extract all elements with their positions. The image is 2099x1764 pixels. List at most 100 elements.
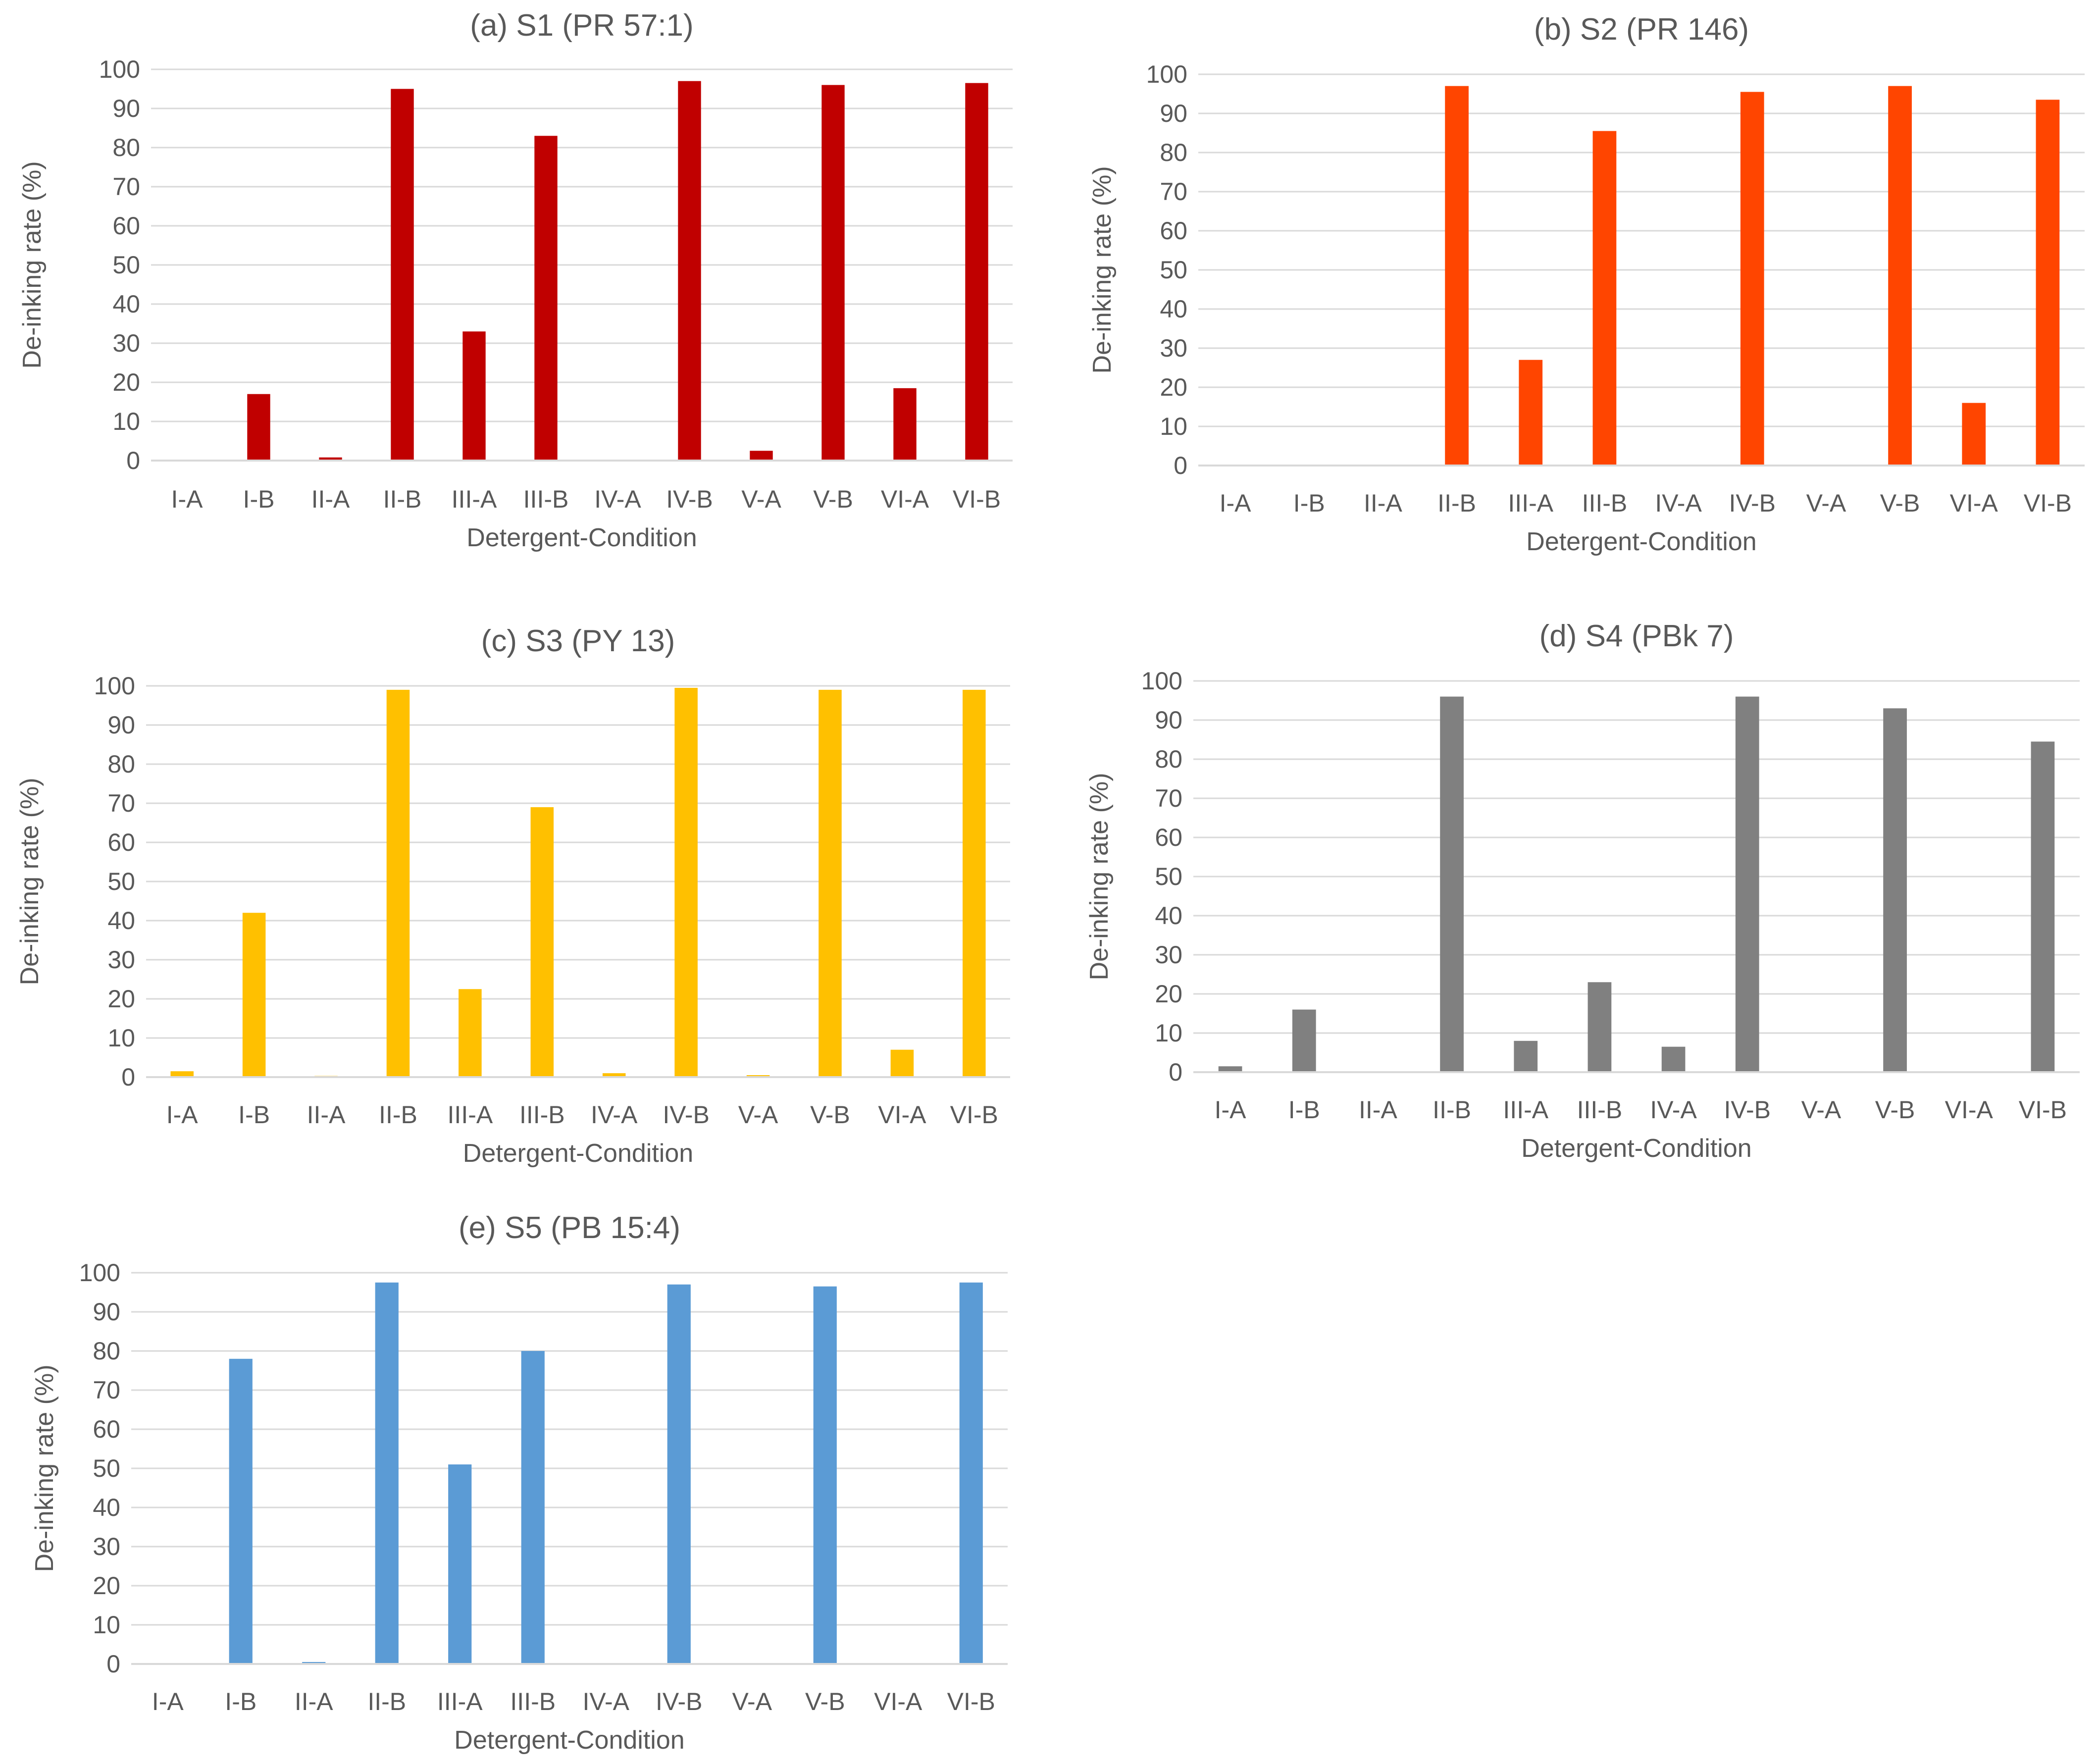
x-tick-label: III-A <box>452 485 497 513</box>
y-tick-label: 10 <box>1160 413 1187 440</box>
x-tick-label: II-B <box>1433 1096 1471 1124</box>
y-tick-label: 50 <box>112 251 140 279</box>
y-tick-label: 80 <box>107 750 135 778</box>
x-tick-label: VI-A <box>878 1101 926 1129</box>
x-tick-label: VI-A <box>874 1688 922 1715</box>
x-tick-label: I-B <box>1288 1096 1320 1124</box>
bar-VI-A <box>893 388 917 461</box>
x-tick-label: V-B <box>1880 489 1920 517</box>
y-tick-label: 40 <box>1155 902 1182 930</box>
y-tick-label: 10 <box>107 1024 135 1052</box>
bar-II-B <box>375 1282 399 1664</box>
x-tick-label: VI-B <box>2024 489 2072 517</box>
y-tick-label: 50 <box>93 1454 120 1482</box>
bar-IV-B <box>678 81 701 461</box>
x-tick-label: IV-A <box>594 485 641 513</box>
chart-title: (d) S4 (PBk 7) <box>1539 619 1734 653</box>
y-tick-label: 0 <box>126 447 140 474</box>
x-tick-label: V-A <box>1806 489 1846 517</box>
y-tick-label: 100 <box>94 672 135 700</box>
x-tick-label: II-A <box>1364 489 1402 517</box>
bar-II-A <box>319 457 342 461</box>
bar-VI-B <box>2031 741 2055 1072</box>
y-tick-label: 10 <box>93 1611 120 1639</box>
bar-III-B <box>521 1351 545 1664</box>
x-tick-label: I-B <box>238 1101 270 1129</box>
y-tick-label: 0 <box>106 1650 120 1678</box>
y-tick-label: 90 <box>1160 100 1187 127</box>
bar-VI-A <box>890 1049 914 1077</box>
y-tick-label: 50 <box>1155 863 1182 890</box>
y-tick-label: 50 <box>1160 256 1187 284</box>
x-tick-label: VI-B <box>2019 1096 2067 1124</box>
bar-II-B <box>391 89 414 461</box>
x-tick-label: V-B <box>810 1101 850 1129</box>
bar-III-B <box>530 807 554 1077</box>
chart-panel-3: 0 10 20 30 40 50 60 70 80 90 100 I-A I-B II-A II-B III-… <box>15 624 1010 1168</box>
x-tick-label: V-A <box>741 485 781 513</box>
chart-title: (a) S1 (PR 57:1) <box>470 8 693 43</box>
bar-V-B <box>813 1286 837 1664</box>
x-tick-label: I-A <box>1220 489 1252 517</box>
x-tick-label: II-A <box>311 485 350 513</box>
bar-VI-A <box>1962 403 1986 466</box>
bar-VI-B <box>963 689 986 1077</box>
x-tick-label: I-A <box>1215 1096 1247 1124</box>
bar-II-B <box>1445 86 1469 466</box>
x-tick-label: VI-B <box>947 1688 995 1715</box>
bar-V-B <box>819 689 842 1077</box>
bar-I-B <box>229 1358 253 1664</box>
x-tick-label: IV-B <box>1724 1096 1771 1124</box>
y-tick-label: 20 <box>112 368 140 396</box>
x-tick-label: II-B <box>1437 489 1476 517</box>
bar-V-B <box>1883 708 1907 1072</box>
x-tick-label: III-A <box>437 1688 483 1715</box>
y-tick-label: 10 <box>112 408 140 435</box>
x-tick-label: III-A <box>448 1101 493 1129</box>
bar-VI-B <box>965 83 988 461</box>
y-tick-label: 100 <box>99 55 140 83</box>
x-tick-label: II-B <box>379 1101 417 1129</box>
x-tick-label: VI-A <box>1950 489 1998 517</box>
x-tick-label: II-B <box>367 1688 406 1715</box>
y-tick-label: 40 <box>1160 295 1187 323</box>
bar-V-B <box>1888 86 1912 466</box>
y-tick-label: 80 <box>112 134 140 161</box>
x-tick-label: III-B <box>523 485 569 513</box>
x-tick-label: VI-A <box>881 485 929 513</box>
y-tick-label: 30 <box>1155 941 1182 969</box>
y-tick-label: 30 <box>112 329 140 357</box>
x-tick-label: V-B <box>813 485 853 513</box>
y-tick-label: 100 <box>79 1259 120 1287</box>
x-tick-label: III-A <box>1503 1096 1548 1124</box>
x-tick-label: III-B <box>1582 489 1628 517</box>
x-axis-label: Detergent-Condition <box>454 1726 684 1755</box>
x-tick-label: IV-B <box>666 485 713 513</box>
chart-title: (e) S5 (PB 15:4) <box>459 1211 680 1245</box>
y-axis-label: De-inking rate (%) <box>1085 773 1114 980</box>
x-tick-label: V-B <box>1875 1096 1915 1124</box>
bar-III-A <box>459 989 482 1077</box>
bar-III-B <box>1587 982 1612 1072</box>
x-axis-label: Detergent-Condition <box>466 523 697 552</box>
y-tick-label: 20 <box>1160 373 1187 401</box>
bar-III-A <box>1519 360 1543 466</box>
x-tick-label: I-B <box>1293 489 1325 517</box>
y-tick-label: 20 <box>1155 980 1182 1008</box>
x-tick-label: III-B <box>510 1688 556 1715</box>
x-axis-label: Detergent-Condition <box>463 1139 693 1168</box>
x-tick-label: V-B <box>805 1688 845 1715</box>
x-tick-label: IV-A <box>591 1101 638 1129</box>
y-tick-label: 60 <box>1155 824 1182 851</box>
x-tick-label: VI-A <box>1945 1096 1994 1124</box>
y-tick-label: 80 <box>1160 139 1187 166</box>
y-tick-label: 40 <box>112 290 140 318</box>
y-tick-label: 90 <box>1155 706 1182 734</box>
x-tick-label: IV-A <box>1655 489 1702 517</box>
bar-IV-B <box>1740 92 1764 466</box>
y-tick-label: 60 <box>93 1415 120 1443</box>
y-axis-label: De-inking rate (%) <box>15 778 44 985</box>
x-tick-label: III-A <box>1508 489 1553 517</box>
